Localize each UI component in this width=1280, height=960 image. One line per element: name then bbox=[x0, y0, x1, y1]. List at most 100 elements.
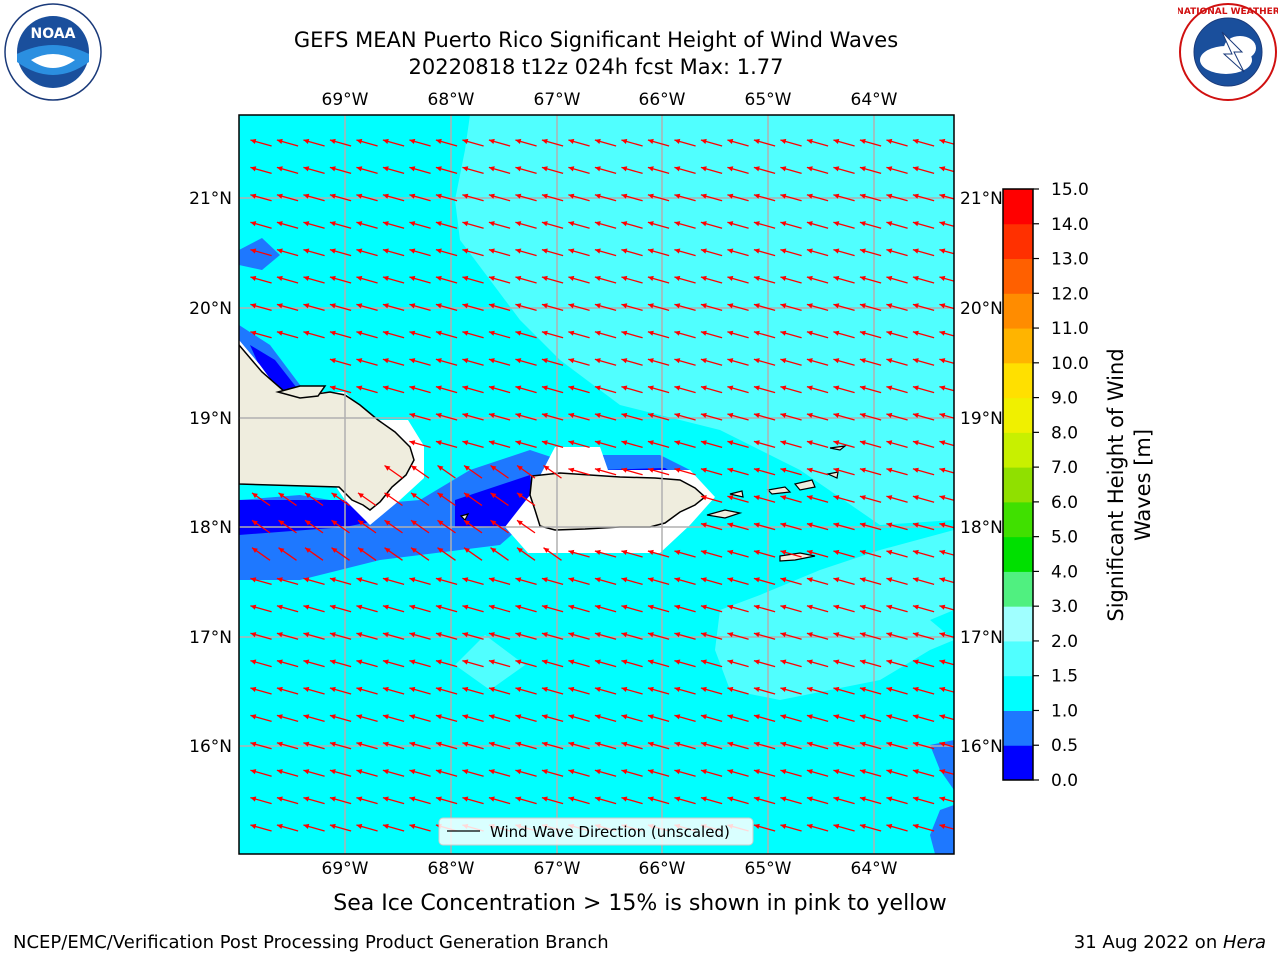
wave-direction-arrowhead bbox=[912, 632, 919, 638]
wave-direction-arrowhead bbox=[356, 686, 363, 692]
wave-direction-arrowhead bbox=[488, 303, 495, 309]
svg-text:NOAA: NOAA bbox=[31, 26, 76, 42]
wave-field-0.5-1-se-corner-2 bbox=[930, 805, 954, 854]
wave-direction-arrowhead bbox=[515, 412, 522, 418]
wave-direction-arrowhead bbox=[435, 577, 442, 583]
wave-direction-arrowhead bbox=[806, 248, 813, 254]
wave-direction-arrowhead bbox=[462, 440, 469, 446]
wave-direction-arrowhead bbox=[488, 440, 495, 446]
wave-direction-arrowhead bbox=[939, 522, 946, 528]
wave-direction-arrowhead bbox=[939, 330, 946, 336]
wave-direction-arrowhead bbox=[939, 275, 946, 281]
wave-direction-arrowhead bbox=[806, 440, 813, 446]
wave-direction-arrowhead bbox=[490, 547, 497, 553]
colorbar-tick-label: 14.0 bbox=[1051, 215, 1089, 235]
wave-direction-arrowhead bbox=[833, 686, 840, 692]
lon-label-bottom: 68°W bbox=[428, 859, 475, 879]
noaa-logo: NOAA bbox=[4, 3, 102, 101]
wave-direction-arrowhead bbox=[464, 492, 470, 499]
footer-date: 31 Aug 2022 on Hera bbox=[1074, 932, 1266, 953]
culebra-island bbox=[729, 490, 744, 498]
wave-direction-arrowhead bbox=[435, 796, 442, 802]
wave-direction-arrowhead bbox=[833, 303, 840, 309]
wave-direction-arrowhead bbox=[305, 547, 311, 553]
wave-direction-arrowhead bbox=[939, 577, 946, 583]
wave-direction-arrowhead bbox=[674, 686, 681, 692]
wave-direction-arrowhead bbox=[435, 358, 442, 364]
wave-direction-arrowhead bbox=[488, 632, 495, 638]
wave-direction-arrowhead bbox=[833, 467, 840, 473]
wave-direction-arrowhead bbox=[674, 796, 681, 802]
wave-direction-arrowhead bbox=[912, 248, 919, 254]
wave-direction-arrowhead bbox=[594, 549, 601, 555]
wave-direction-arrowhead bbox=[621, 166, 628, 172]
wave-direction-arrowhead bbox=[250, 604, 257, 610]
wave-direction-arrowhead bbox=[490, 465, 497, 471]
wave-direction-arrowhead bbox=[753, 549, 760, 555]
colorbar-tick-label: 9.0 bbox=[1051, 389, 1078, 409]
wave-direction-arrowhead bbox=[833, 385, 840, 391]
wave-direction-arrowhead bbox=[278, 547, 285, 553]
wave-direction-arrowhead bbox=[568, 440, 575, 446]
wave-direction-arrowhead bbox=[594, 769, 601, 775]
wave-direction-arrowhead bbox=[753, 166, 760, 172]
wave-direction-arrowhead bbox=[541, 138, 548, 144]
wave-direction-arrowhead bbox=[515, 769, 522, 775]
wave-direction-arrowhead bbox=[435, 303, 442, 309]
wave-direction-arrowhead bbox=[409, 686, 416, 692]
wave-direction-arrowhead bbox=[488, 138, 495, 144]
wave-direction-arrowhead bbox=[488, 769, 495, 775]
colorbar-tick-label: 0.0 bbox=[1051, 771, 1078, 791]
wave-direction-arrowhead bbox=[411, 547, 417, 553]
wave-direction-arrowhead bbox=[939, 796, 946, 802]
wave-direction-arrowhead bbox=[462, 714, 469, 720]
wave-direction-arrowhead bbox=[806, 823, 813, 829]
wave-direction-arrowhead bbox=[700, 193, 707, 199]
colorbar-segment bbox=[1003, 675, 1033, 711]
wave-direction-arrowhead bbox=[912, 495, 919, 501]
wave-direction-arrowhead bbox=[753, 741, 760, 747]
wave-direction-arrowhead bbox=[250, 248, 257, 254]
wave-direction-arrowhead bbox=[753, 303, 760, 309]
wave-direction-arrowhead bbox=[276, 577, 283, 583]
colorbar-segment bbox=[1003, 189, 1033, 225]
wave-direction-arrowhead bbox=[833, 823, 840, 829]
wave-direction-arrowhead bbox=[780, 714, 787, 720]
wave-direction-arrowhead bbox=[541, 741, 548, 747]
wave-direction-arrowhead bbox=[303, 741, 310, 747]
wave-direction-arrowhead bbox=[647, 632, 654, 638]
wave-direction-arrowhead bbox=[753, 659, 760, 665]
wave-direction-arrowhead bbox=[700, 659, 707, 665]
lat-label-right: 21°N bbox=[960, 189, 1003, 209]
wave-direction-arrowhead bbox=[806, 412, 813, 418]
wave-direction-arrowhead bbox=[912, 385, 919, 391]
wave-direction-arrowhead bbox=[859, 741, 866, 747]
wave-direction-arrowhead bbox=[912, 796, 919, 802]
wave-direction-arrowhead bbox=[435, 769, 442, 775]
wave-direction-arrowhead bbox=[806, 686, 813, 692]
wave-direction-arrowhead bbox=[780, 275, 787, 281]
wave-direction-arrowhead bbox=[780, 549, 787, 555]
wave-direction-arrowhead bbox=[939, 303, 946, 309]
colorbar-segment bbox=[1003, 571, 1033, 607]
wave-direction-arrowhead bbox=[806, 577, 813, 583]
wave-direction-arrowhead bbox=[568, 796, 575, 802]
wave-direction-arrowhead bbox=[250, 659, 257, 665]
colorbar-label-line1: Significant Height of Wind bbox=[1104, 348, 1128, 621]
wave-direction-arrowhead bbox=[543, 465, 550, 471]
wave-direction-arrowhead bbox=[806, 714, 813, 720]
chart-title: GEFS MEAN Puerto Rico Significant Height… bbox=[293, 28, 899, 52]
wave-direction-arrowhead bbox=[462, 577, 469, 583]
wave-direction-arrowhead bbox=[356, 769, 363, 775]
wave-direction-arrowhead bbox=[329, 358, 336, 364]
colorbar-segment bbox=[1003, 258, 1033, 294]
wave-direction-arrowhead bbox=[912, 467, 919, 473]
wave-direction-arrowhead bbox=[647, 714, 654, 720]
wave-direction-arrowhead bbox=[594, 796, 601, 802]
wave-direction-arrowhead bbox=[780, 440, 787, 446]
wave-direction-arrowhead bbox=[594, 741, 601, 747]
wave-direction-arrowhead bbox=[462, 686, 469, 692]
wave-direction-arrowhead bbox=[488, 604, 495, 610]
wave-direction-arrowhead bbox=[780, 495, 787, 501]
